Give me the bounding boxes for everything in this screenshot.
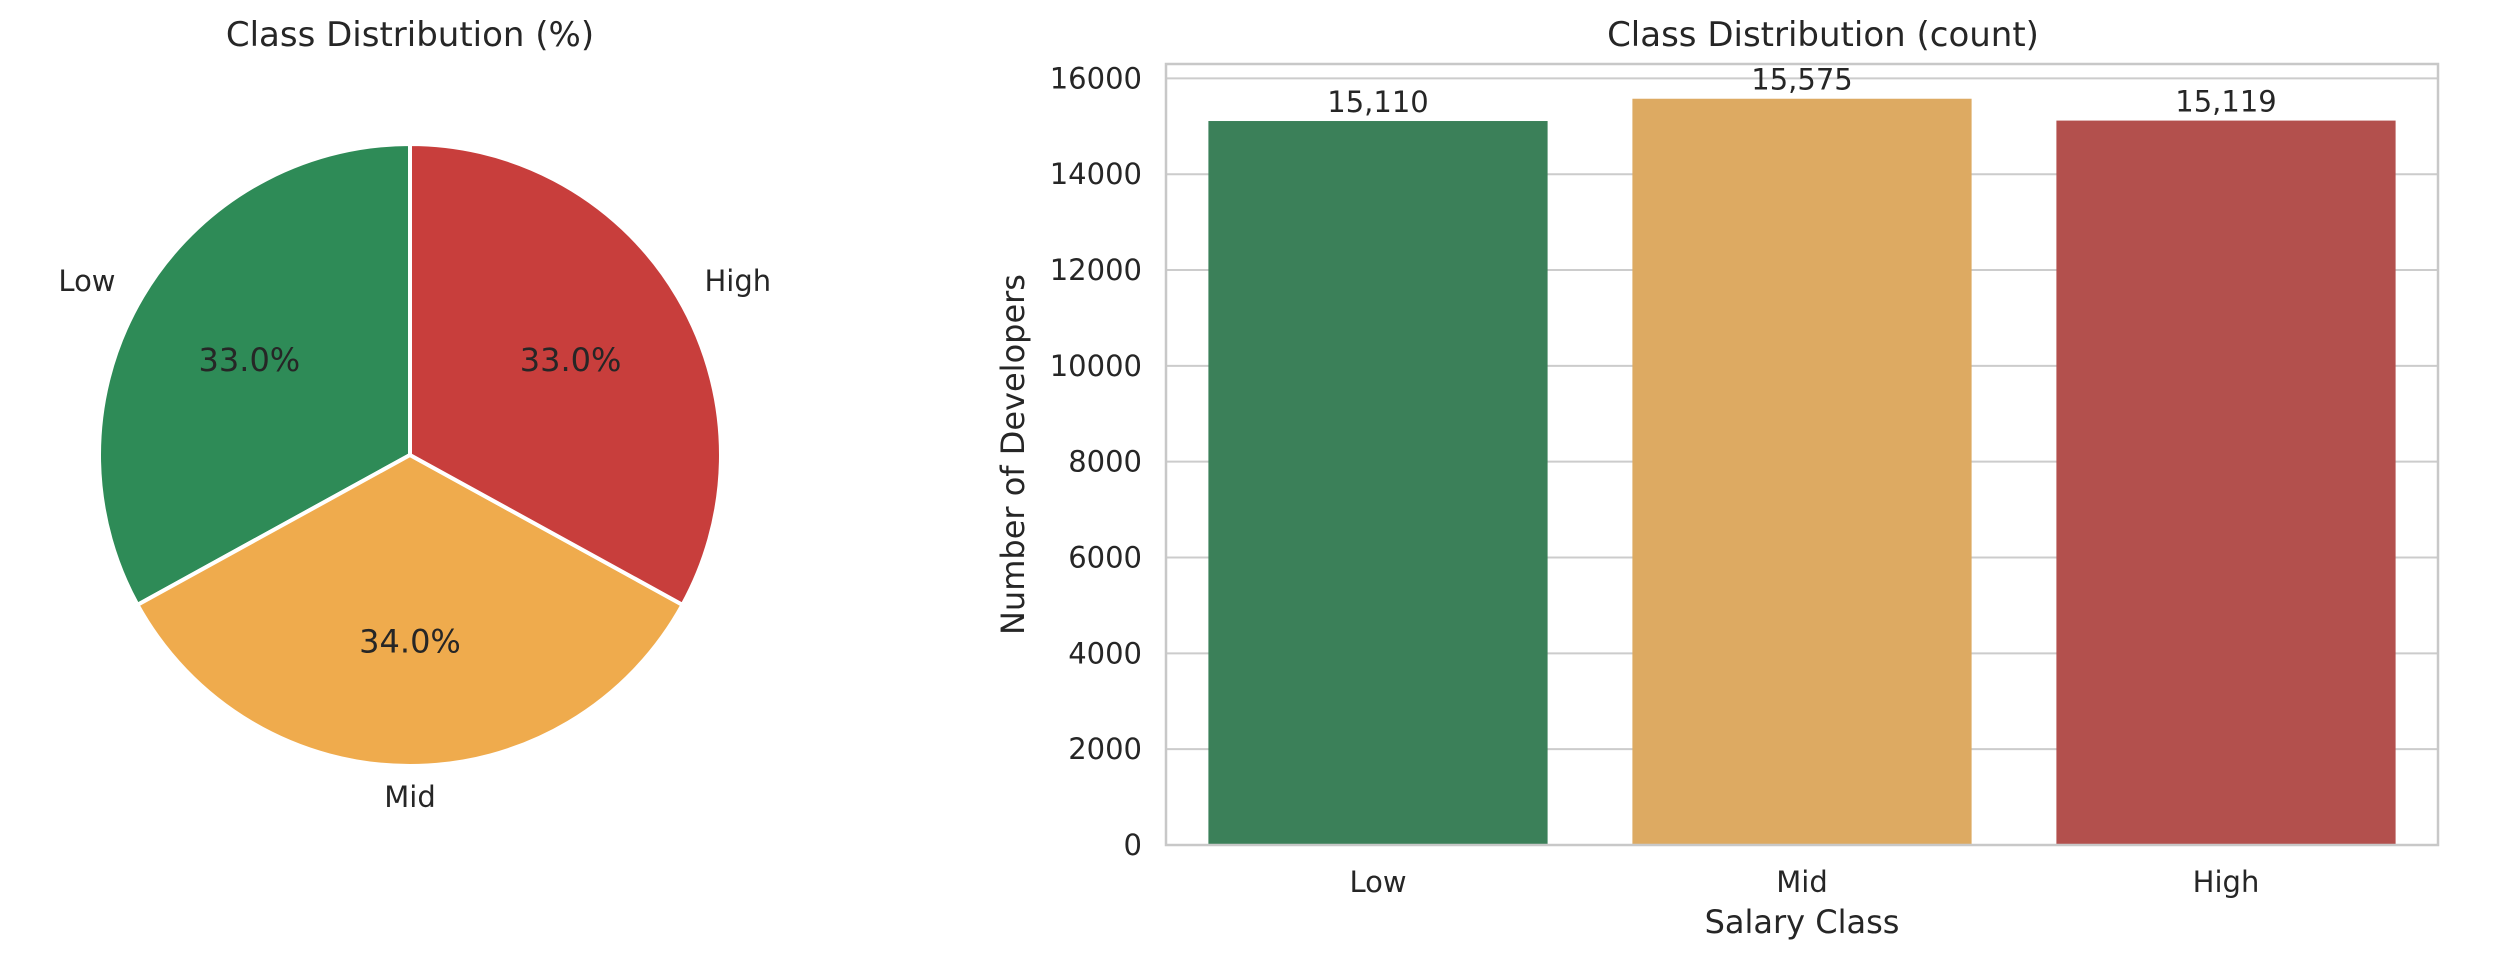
y-axis-label: Number of Developers [994, 274, 1032, 635]
x-tick-labels: Low Mid High [1349, 865, 2259, 899]
pie-pct-label-low: 33.0% [199, 341, 301, 379]
bar-low [1208, 121, 1548, 845]
bar-value-labels: 15,110 15,575 15,119 [1327, 63, 2276, 119]
bar-value-label-low: 15,110 [1327, 85, 1428, 119]
bar-bars [1208, 98, 2396, 846]
pie-slice-mid [135, 453, 685, 768]
y-tick-labels: 0 2000 4000 6000 8000 10000 12000 14000 16000 [1050, 61, 1142, 862]
y-tick-label: 8000 [1068, 445, 1142, 479]
y-tick-label: 2000 [1068, 732, 1142, 766]
x-axis-label: Salary Class [1705, 903, 1900, 941]
pie-pct-label-mid: 34.0% [359, 623, 461, 661]
pie-category-label-mid: Mid [384, 780, 436, 814]
pie-slices [97, 142, 723, 768]
pie-pct-label-high: 33.0% [520, 341, 622, 379]
x-tick-label-low: Low [1349, 865, 1406, 899]
bar-chart: Class Distribution (count) 15,11015,5751… [994, 15, 2440, 941]
pie-category-label-low: Low [58, 264, 115, 298]
bar-high [2056, 120, 2396, 846]
x-tick-label-mid: Mid [1776, 865, 1828, 899]
pie-category-label-high: High [704, 264, 771, 298]
y-tick-label: 4000 [1068, 636, 1142, 670]
pie-chart: Class Distribution (%) 33.0%Low34.0%Mid3… [58, 15, 771, 814]
pie-labels: 33.0% Low 34.0% Mid 33.0% High [58, 264, 771, 814]
y-tick-label: 14000 [1050, 157, 1142, 191]
plot-frame [1164, 62, 2440, 847]
bar-mid [1632, 98, 1972, 845]
y-tick-label: 16000 [1050, 61, 1142, 95]
x-tick-label-high: High [2193, 865, 2260, 899]
y-tick-label: 6000 [1068, 541, 1142, 575]
pie-title: Class Distribution (%) [226, 15, 594, 55]
y-tick-label: 10000 [1050, 349, 1142, 383]
y-tick-label: 12000 [1050, 253, 1142, 287]
y-tick-label: 0 [1124, 828, 1142, 862]
bar-title: Class Distribution (count) [1607, 15, 2039, 55]
pie-slice-high [408, 142, 723, 607]
bar-value-label-mid: 15,575 [1751, 63, 1852, 97]
bar-value-label-high: 15,119 [2175, 85, 2276, 119]
pie-slice-low [97, 142, 412, 607]
